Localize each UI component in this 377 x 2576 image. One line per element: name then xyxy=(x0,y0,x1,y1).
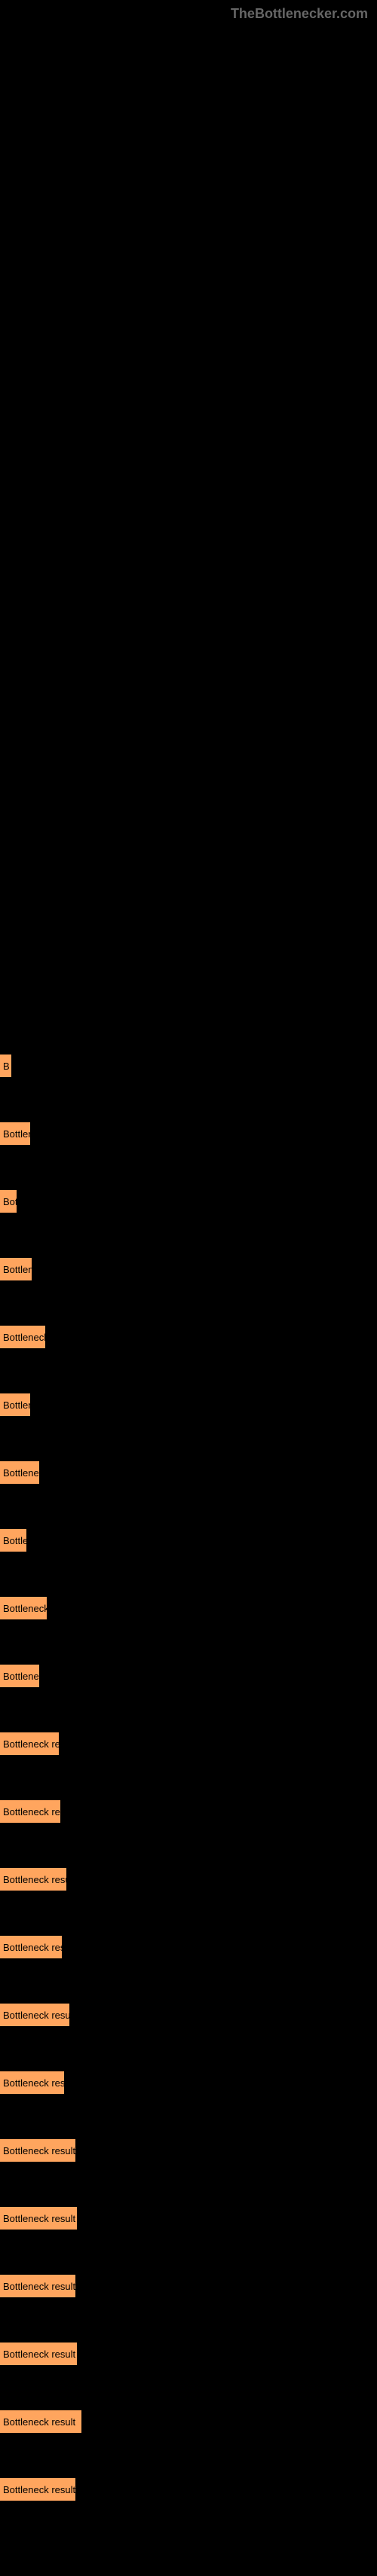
bar-row: Bottlen xyxy=(0,1393,377,1416)
bar-row: Bottleneck re xyxy=(0,1597,377,1619)
chart-container: B Bottlen Bot Bottlen Bottleneck r Bottl… xyxy=(0,0,377,2576)
chart-bar: Bot xyxy=(0,1190,17,1213)
bar-row: Bottlenec xyxy=(0,1665,377,1687)
bar-row: Bottleneck result xyxy=(0,2004,377,2026)
chart-bar: Bottleneck result xyxy=(0,1732,59,1755)
chart-bar: Bottleneck re xyxy=(0,1597,47,1619)
chart-bar: Bottlen xyxy=(0,1122,30,1145)
bar-row: Bottleneck result xyxy=(0,2275,377,2297)
bar-row: B xyxy=(0,1055,377,1077)
watermark-text: TheBottlenecker.com xyxy=(231,6,368,22)
bar-row: Bottleneck r xyxy=(0,1326,377,1348)
chart-bar: Bottle xyxy=(0,1529,26,1552)
chart-bar: Bottleneck result xyxy=(0,1868,66,1891)
chart-bar: Bottleneck result xyxy=(0,2004,69,2026)
chart-bar: Bottleneck result xyxy=(0,2478,75,2501)
bar-row: Bottlen xyxy=(0,1122,377,1145)
chart-bar: Bottlenec xyxy=(0,1665,39,1687)
chart-bar: Bottleneck result xyxy=(0,2071,64,2094)
chart-bar: Bottleneck result xyxy=(0,2410,81,2433)
bar-row: Bottleneck result xyxy=(0,1868,377,1891)
bar-row: Bottleneck xyxy=(0,1461,377,1484)
bar-row: Bottleneck result xyxy=(0,1732,377,1755)
bar-row: Bottle xyxy=(0,1529,377,1552)
bar-row: Bottleneck result xyxy=(0,2343,377,2365)
bar-row: Bottleneck result xyxy=(0,2071,377,2094)
chart-bar: Bottlen xyxy=(0,1258,32,1280)
chart-bar: Bottleneck result xyxy=(0,2275,75,2297)
bar-row: Bottleneck result xyxy=(0,1800,377,1823)
bar-row: Bottlen xyxy=(0,1258,377,1280)
chart-bar: Bottleneck result xyxy=(0,1800,60,1823)
chart-bar: Bottlen xyxy=(0,1393,30,1416)
chart-bar: Bottleneck r xyxy=(0,1326,45,1348)
chart-bar: Bottleneck result xyxy=(0,1936,62,1958)
bar-row: Bottleneck result xyxy=(0,2410,377,2433)
chart-bar: B xyxy=(0,1055,11,1077)
bar-row: Bottleneck result xyxy=(0,2478,377,2501)
chart-bar: Bottleneck result xyxy=(0,2343,77,2365)
bar-row: Bottleneck result xyxy=(0,2139,377,2162)
chart-bar: Bottleneck xyxy=(0,1461,39,1484)
bar-row: Bot xyxy=(0,1190,377,1213)
chart-bar: Bottleneck result xyxy=(0,2207,77,2230)
bar-row: Bottleneck result xyxy=(0,2207,377,2230)
bar-row: Bottleneck result xyxy=(0,1936,377,1958)
chart-bar: Bottleneck result xyxy=(0,2139,75,2162)
